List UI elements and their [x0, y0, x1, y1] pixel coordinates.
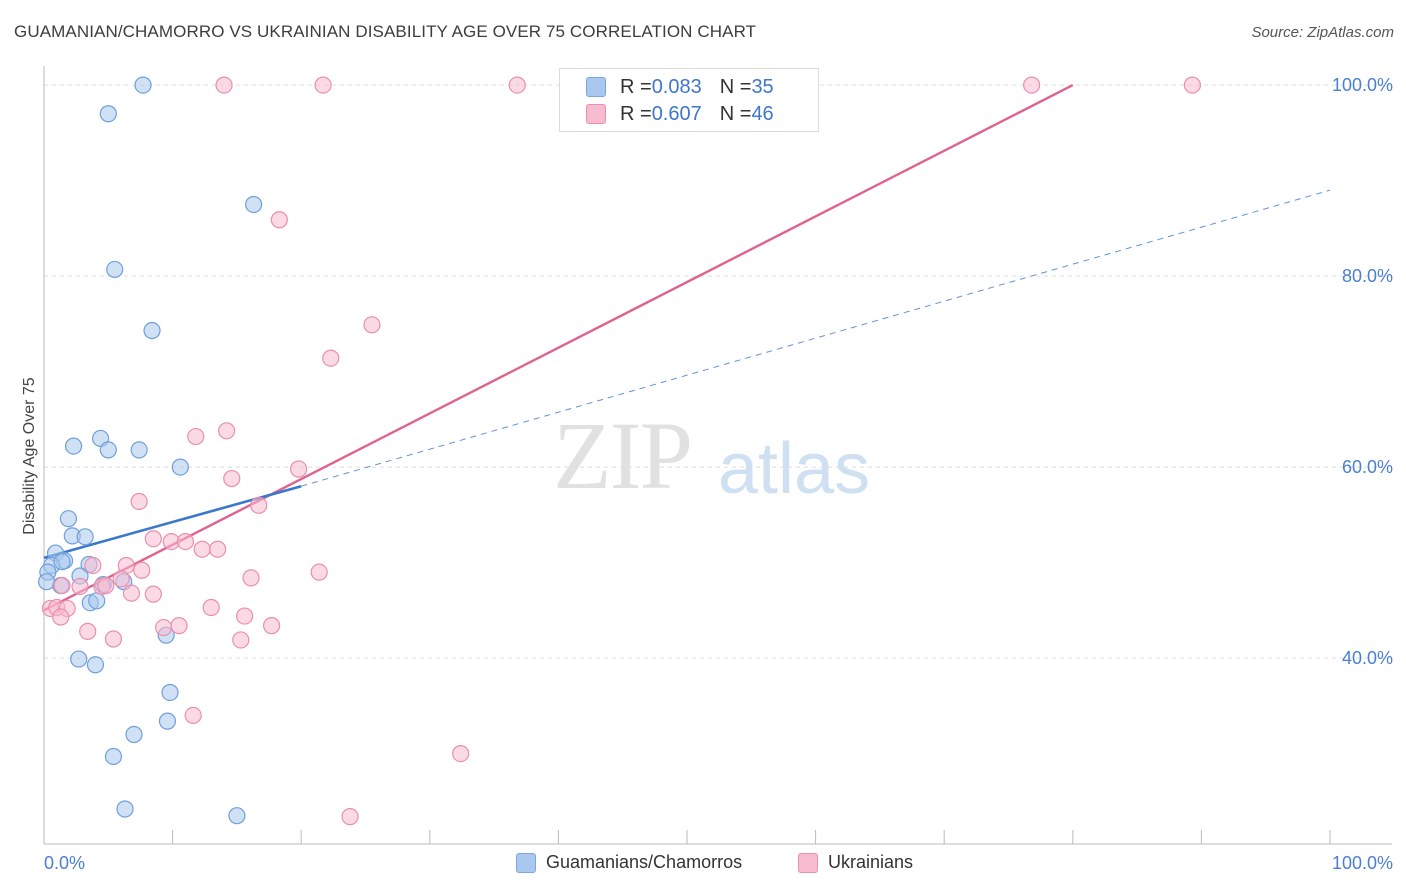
legend-swatch-guamanian	[586, 77, 606, 97]
source-label: Source: ZipAtlas.com	[1251, 24, 1394, 41]
correlation-legend: R = 0.083 N = 35 R = 0.607 N = 46	[559, 68, 819, 132]
guamanian-point	[171, 458, 189, 476]
y-tick-label: 40.0%	[1342, 648, 1393, 668]
ukrainian-point	[193, 540, 211, 558]
ukrainian-point	[170, 617, 188, 635]
guamanian-point	[106, 260, 124, 279]
guamanian-point	[86, 656, 105, 674]
ukrainian-point	[1023, 76, 1041, 94]
bottom-legend-guamanian: Guamanians/Chamorros	[516, 852, 742, 873]
y-tick-label: 80.0%	[1342, 266, 1393, 286]
tick-labels: 40.0% 60.0% 80.0% 100.0% 0.0% 100.0%	[44, 75, 1393, 873]
ukrainian-point	[290, 460, 308, 478]
legend-n-value: 46	[751, 102, 774, 125]
guamanian-point	[161, 683, 179, 702]
legend-swatch-ukrainian	[586, 104, 606, 124]
trend-lines	[43, 84, 1331, 612]
bottom-legend-ukrainian: Ukrainians	[798, 852, 913, 873]
data-points	[37, 76, 1201, 826]
guamanian-point	[99, 105, 117, 123]
ukrainian-point	[314, 76, 332, 94]
y-axis-title: Disability Age Over 75	[21, 377, 38, 535]
guamanian-point	[134, 76, 152, 94]
legend-r-value: 0.607	[651, 102, 702, 125]
guamanian-point	[158, 712, 177, 730]
guamanian-point	[104, 747, 123, 766]
bottom-legend-swatch-guamanian	[516, 852, 536, 873]
legend-r-label: R =	[620, 75, 652, 98]
ukrainian-trend-line	[43, 84, 1074, 612]
ukrainian-point	[112, 570, 130, 588]
guamanian-point	[76, 528, 94, 546]
guamanian-point	[53, 553, 71, 571]
ukrainian-point	[310, 563, 328, 581]
ukrainian-point	[71, 577, 89, 596]
ukrainian-point	[130, 492, 148, 511]
ukrainian-point	[52, 608, 70, 626]
guamanian-trend-extension	[301, 189, 1331, 487]
ukrainian-point	[84, 556, 102, 575]
x-tick-label: 0.0%	[44, 853, 85, 873]
ukrainian-point	[97, 576, 115, 595]
guamanian-point	[245, 195, 263, 214]
legend-row-ukrainian: R = 0.607 N = 46	[586, 102, 774, 126]
ukrainian-point	[1183, 76, 1201, 94]
ukrainian-point	[53, 576, 71, 595]
ukrainian-point	[218, 422, 236, 440]
guamanian-point	[70, 650, 88, 668]
ukrainian-point	[184, 706, 202, 725]
ukrainian-point	[202, 598, 220, 617]
guamanian-point	[88, 592, 106, 610]
legend-row-guamanian: R = 0.083 N = 35	[586, 75, 774, 99]
guamanian-point	[59, 510, 78, 528]
x-tick-label: 100.0%	[1332, 853, 1393, 873]
guamanian-point	[37, 573, 56, 591]
ukrainian-point	[176, 532, 195, 551]
ukrainian-point	[209, 540, 227, 558]
y-tick-label: 100.0%	[1332, 75, 1393, 95]
ukrainian-point	[154, 618, 173, 637]
ukrainian-point	[263, 617, 281, 635]
watermark-atlas: atlas	[718, 429, 871, 509]
guamanian-point	[116, 800, 134, 818]
axes	[43, 66, 1392, 845]
ukrainian-point	[250, 496, 268, 514]
legend-r-label: R =	[620, 102, 652, 125]
legend-n-value: 35	[751, 75, 774, 98]
guamanian-point	[99, 441, 117, 459]
ukrainian-point	[215, 76, 233, 94]
ukrainian-point	[104, 630, 123, 648]
ukrainian-point	[223, 469, 241, 488]
guamanian-point	[130, 441, 148, 459]
ukrainian-point	[363, 316, 381, 334]
ukrainian-point	[236, 607, 254, 625]
ukrainian-point	[144, 530, 162, 548]
ukrainian-point	[133, 561, 151, 579]
bottom-legend-label-ukrainian: Ukrainians	[828, 852, 914, 872]
ukrainian-point	[508, 76, 526, 94]
ukrainian-point	[187, 427, 205, 446]
guamanian-point	[228, 807, 246, 825]
legend-r-value: 0.083	[651, 75, 702, 98]
legend-n-label: N =	[719, 102, 752, 125]
guamanian-point	[143, 321, 161, 340]
legend-n-label: N =	[719, 75, 752, 98]
ukrainian-point	[79, 622, 97, 640]
guamanian-point	[125, 725, 143, 744]
y-tick-label: 60.0%	[1342, 457, 1393, 477]
ukrainian-point	[341, 808, 359, 826]
guamanian-point	[64, 437, 83, 455]
watermark-zip: ZIP	[553, 402, 693, 509]
ukrainian-point	[144, 585, 162, 603]
ukrainian-point	[122, 584, 141, 602]
ukrainian-point	[452, 744, 470, 763]
ukrainian-point	[270, 211, 288, 229]
ukrainian-point	[242, 569, 260, 587]
bottom-legend-swatch-ukrainian	[798, 852, 818, 873]
ukrainian-point	[322, 349, 340, 367]
chart-title: GUAMANIAN/CHAMORRO VS UKRAINIAN DISABILI…	[14, 22, 757, 41]
ukrainian-point	[232, 631, 250, 649]
bottom-legend-label-guamanian: Guamanians/Chamorros	[546, 852, 743, 872]
